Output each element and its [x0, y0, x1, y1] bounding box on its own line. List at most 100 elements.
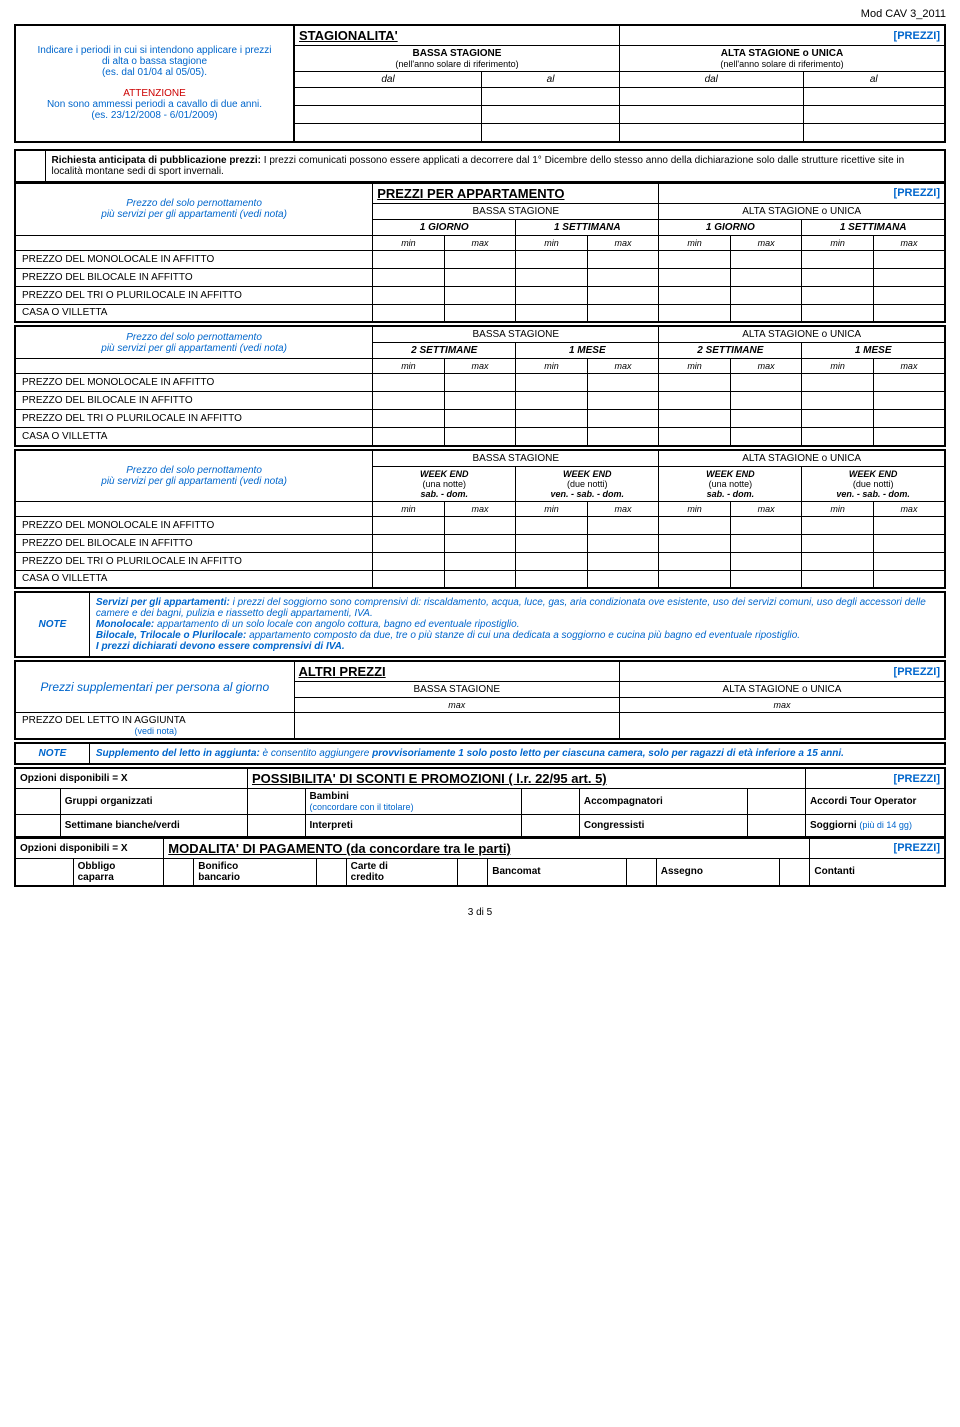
price-input[interactable]: [802, 250, 874, 268]
price-input[interactable]: [373, 286, 445, 304]
price-input[interactable]: [730, 410, 802, 428]
stag-input[interactable]: [803, 106, 945, 124]
sconti-check[interactable]: [748, 789, 806, 815]
sconti-check[interactable]: [247, 815, 305, 837]
price-input[interactable]: [587, 410, 659, 428]
price-input[interactable]: [587, 392, 659, 410]
price-input[interactable]: [730, 516, 802, 534]
price-input[interactable]: [444, 286, 516, 304]
price-input[interactable]: [373, 410, 445, 428]
price-input[interactable]: [516, 268, 588, 286]
price-input[interactable]: [587, 428, 659, 446]
price-input[interactable]: [444, 392, 516, 410]
sconti-check[interactable]: [15, 815, 60, 837]
sconti-check[interactable]: [522, 815, 580, 837]
stag-input[interactable]: [803, 124, 945, 142]
price-input[interactable]: [373, 374, 445, 392]
price-input[interactable]: [873, 250, 945, 268]
price-input[interactable]: [444, 250, 516, 268]
price-input[interactable]: [659, 250, 731, 268]
stag-input[interactable]: [619, 124, 803, 142]
price-input[interactable]: [444, 534, 516, 552]
pag-check[interactable]: [15, 858, 73, 886]
pag-check[interactable]: [458, 858, 488, 886]
price-input[interactable]: [516, 392, 588, 410]
price-input[interactable]: [802, 268, 874, 286]
price-input[interactable]: [373, 250, 445, 268]
stag-input[interactable]: [803, 88, 945, 106]
price-input[interactable]: [516, 516, 588, 534]
price-input[interactable]: [587, 570, 659, 588]
price-input[interactable]: [373, 392, 445, 410]
price-input[interactable]: [730, 286, 802, 304]
price-input[interactable]: [802, 516, 874, 534]
price-input[interactable]: [659, 374, 731, 392]
stag-input[interactable]: [619, 106, 803, 124]
price-input[interactable]: [373, 570, 445, 588]
price-input[interactable]: [730, 392, 802, 410]
sconti-check[interactable]: [247, 789, 305, 815]
price-input[interactable]: [730, 570, 802, 588]
price-input[interactable]: [802, 374, 874, 392]
price-input[interactable]: [873, 428, 945, 446]
price-input[interactable]: [802, 304, 874, 322]
price-input[interactable]: [516, 428, 588, 446]
price-input[interactable]: [873, 374, 945, 392]
price-input[interactable]: [730, 552, 802, 570]
stag-input[interactable]: [482, 124, 620, 142]
stag-input[interactable]: [294, 106, 482, 124]
price-input[interactable]: [516, 304, 588, 322]
price-input[interactable]: [587, 534, 659, 552]
price-input[interactable]: [873, 304, 945, 322]
price-input[interactable]: [373, 428, 445, 446]
price-input[interactable]: [730, 374, 802, 392]
sconti-check[interactable]: [748, 815, 806, 837]
price-input[interactable]: [516, 534, 588, 552]
price-input[interactable]: [587, 516, 659, 534]
price-input[interactable]: [587, 552, 659, 570]
price-input[interactable]: [444, 516, 516, 534]
stag-input[interactable]: [619, 88, 803, 106]
price-input[interactable]: [516, 374, 588, 392]
price-input[interactable]: [730, 250, 802, 268]
price-input[interactable]: [373, 268, 445, 286]
price-input[interactable]: [659, 268, 731, 286]
price-input[interactable]: [802, 410, 874, 428]
price-input[interactable]: [659, 286, 731, 304]
price-input[interactable]: [444, 428, 516, 446]
price-input[interactable]: [659, 304, 731, 322]
price-input[interactable]: [659, 552, 731, 570]
price-input[interactable]: [659, 570, 731, 588]
price-input[interactable]: [373, 552, 445, 570]
price-input[interactable]: [294, 713, 620, 740]
pag-check[interactable]: [626, 858, 656, 886]
price-input[interactable]: [873, 516, 945, 534]
price-input[interactable]: [802, 552, 874, 570]
price-input[interactable]: [444, 268, 516, 286]
price-input[interactable]: [444, 570, 516, 588]
stag-input[interactable]: [482, 106, 620, 124]
price-input[interactable]: [873, 570, 945, 588]
sconti-check[interactable]: [15, 789, 60, 815]
price-input[interactable]: [516, 410, 588, 428]
price-input[interactable]: [587, 304, 659, 322]
price-input[interactable]: [873, 392, 945, 410]
price-input[interactable]: [873, 410, 945, 428]
price-input[interactable]: [873, 552, 945, 570]
price-input[interactable]: [802, 286, 874, 304]
price-input[interactable]: [373, 304, 445, 322]
price-input[interactable]: [587, 374, 659, 392]
price-input[interactable]: [659, 392, 731, 410]
sconti-check[interactable]: [522, 789, 580, 815]
price-input[interactable]: [730, 428, 802, 446]
price-input[interactable]: [587, 250, 659, 268]
price-input[interactable]: [659, 534, 731, 552]
price-input[interactable]: [730, 268, 802, 286]
price-input[interactable]: [516, 552, 588, 570]
stag-input[interactable]: [294, 88, 482, 106]
price-input[interactable]: [659, 410, 731, 428]
price-input[interactable]: [444, 304, 516, 322]
price-input[interactable]: [373, 534, 445, 552]
stag-input[interactable]: [482, 88, 620, 106]
price-input[interactable]: [802, 570, 874, 588]
